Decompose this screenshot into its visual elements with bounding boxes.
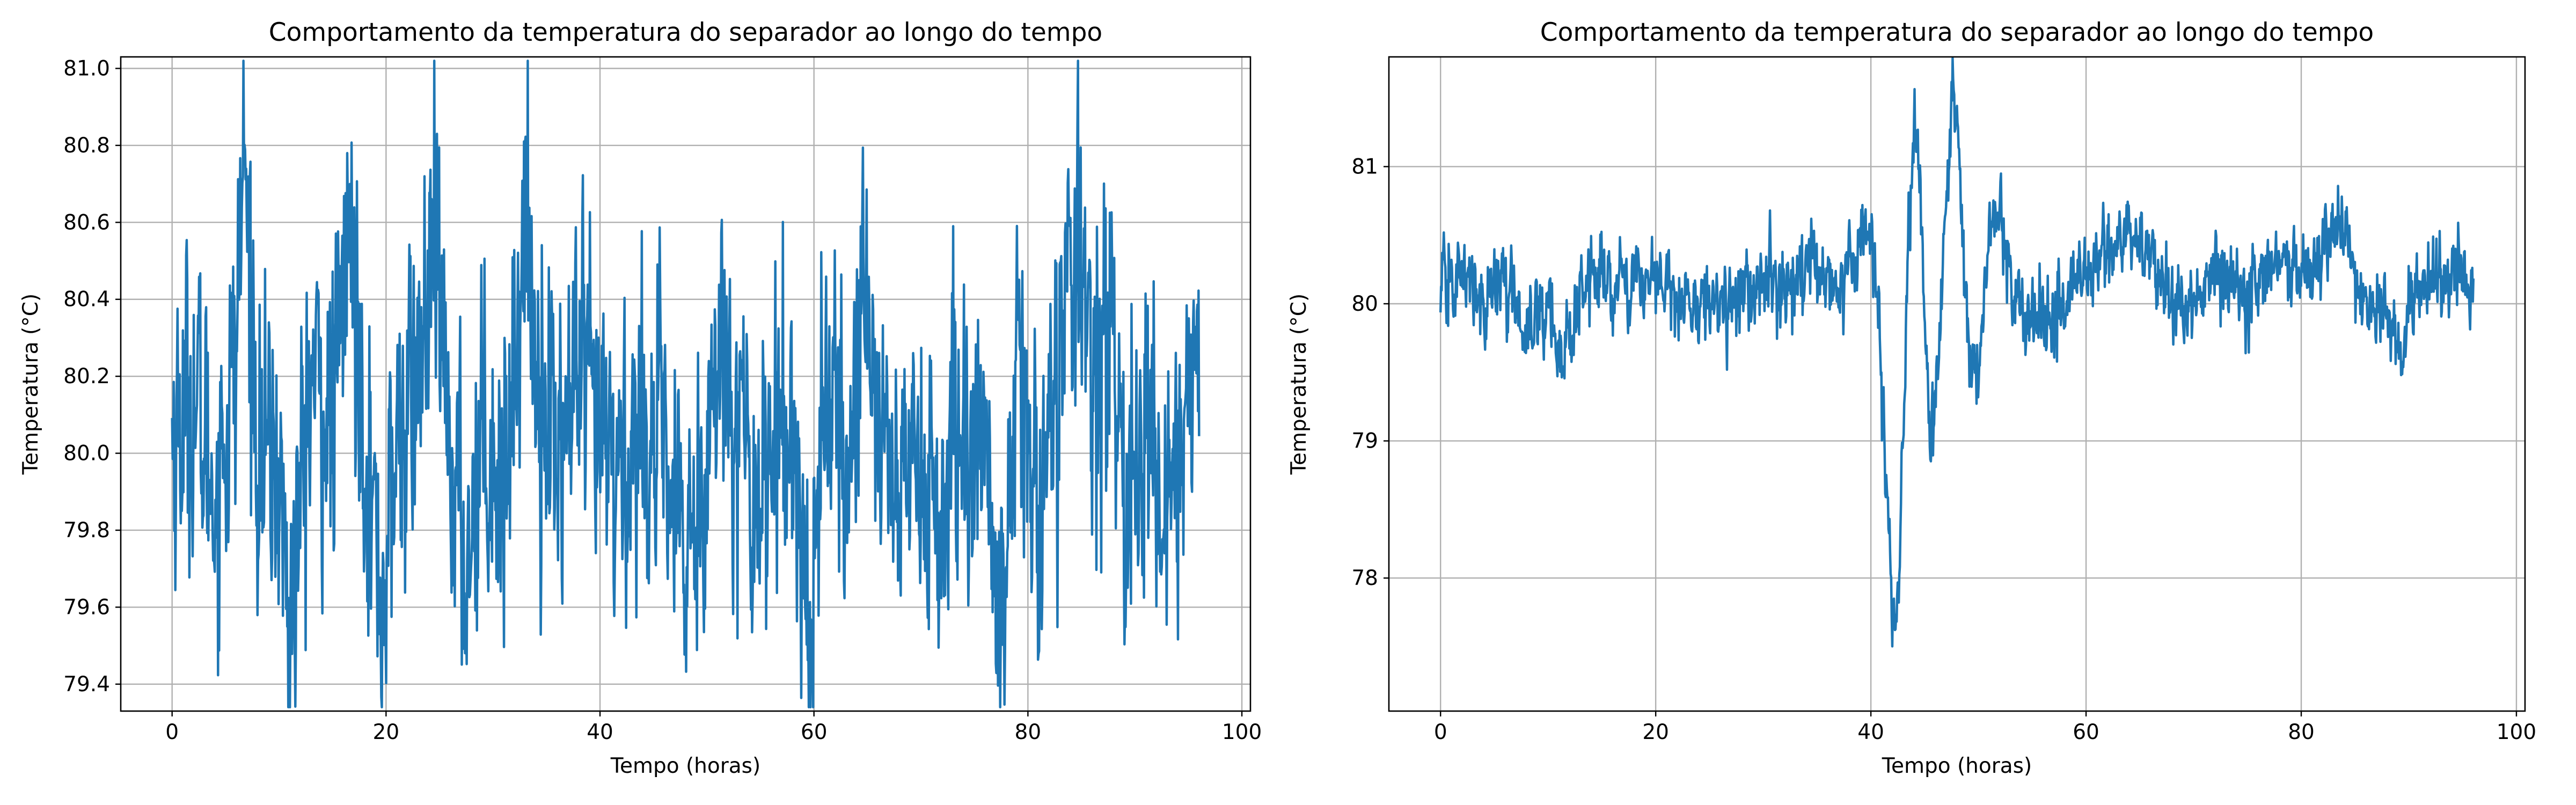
x-axis-label: Tempo (horas) <box>610 754 760 778</box>
chart-title: Comportamento da temperatura do separado… <box>1540 18 2374 47</box>
y-tick-label: 81.0 <box>63 57 110 81</box>
y-tick-label: 81 <box>1351 155 1378 179</box>
grid-lines <box>1389 57 2525 711</box>
x-tick-label: 0 <box>1434 720 1447 744</box>
y-tick-label: 80.2 <box>63 364 110 389</box>
y-tick-label: 79.6 <box>63 595 110 619</box>
y-tick-label: 79.8 <box>63 518 110 543</box>
y-tick-label: 80.6 <box>63 210 110 235</box>
y-tick-label: 80 <box>1351 292 1378 316</box>
x-ticks: 0 20 40 60 80 100 <box>1434 711 2536 744</box>
x-tick-label: 0 <box>165 720 179 744</box>
y-tick-label: 79 <box>1351 429 1378 453</box>
x-tick-label: 80 <box>2288 720 2315 744</box>
y-tick-label: 78 <box>1351 566 1378 590</box>
temperature-chart-right: 0 20 40 60 80 100 78 79 80 81 Comportamento da t… <box>1287 18 2536 778</box>
y-tick-label: 80.0 <box>63 442 110 466</box>
x-tick-label: 100 <box>2497 720 2536 744</box>
y-ticks: 79.4 79.6 79.8 80.0 80.2 80.4 80.6 80.8 81.0 <box>63 57 121 697</box>
y-tick-label: 79.4 <box>63 672 110 697</box>
y-tick-label: 80.4 <box>63 288 110 312</box>
temperature-chart-left: 0 20 40 60 80 100 79.4 79.6 79.8 80.0 80.2 80.4 80.… <box>19 18 1262 778</box>
series-line-layer <box>171 59 1201 709</box>
x-tick-label: 20 <box>1642 720 1669 744</box>
x-ticks: 0 20 40 60 80 100 <box>165 711 1262 744</box>
x-tick-label: 20 <box>373 720 400 744</box>
x-tick-label: 40 <box>1857 720 1884 744</box>
chart-title: Comportamento da temperatura do separado… <box>269 18 1102 47</box>
y-tick-label: 80.8 <box>63 134 110 158</box>
x-tick-label: 100 <box>1222 720 1262 744</box>
x-tick-label: 60 <box>2073 720 2099 744</box>
x-tick-label: 80 <box>1015 720 1042 744</box>
temperature-series-line <box>1439 57 2475 648</box>
temperature-series-line <box>171 59 1201 709</box>
x-tick-label: 40 <box>587 720 613 744</box>
x-tick-label: 60 <box>801 720 828 744</box>
y-ticks: 78 79 80 81 <box>1351 155 1389 590</box>
y-axis-label: Temperatura (°C) <box>1287 294 1311 475</box>
plot-frame <box>120 56 1252 712</box>
plot-frame <box>1388 56 2526 712</box>
x-axis-label: Tempo (horas) <box>1882 754 2032 778</box>
y-axis-label: Temperatura (°C) <box>19 294 43 475</box>
series-line-layer <box>1439 57 2475 648</box>
